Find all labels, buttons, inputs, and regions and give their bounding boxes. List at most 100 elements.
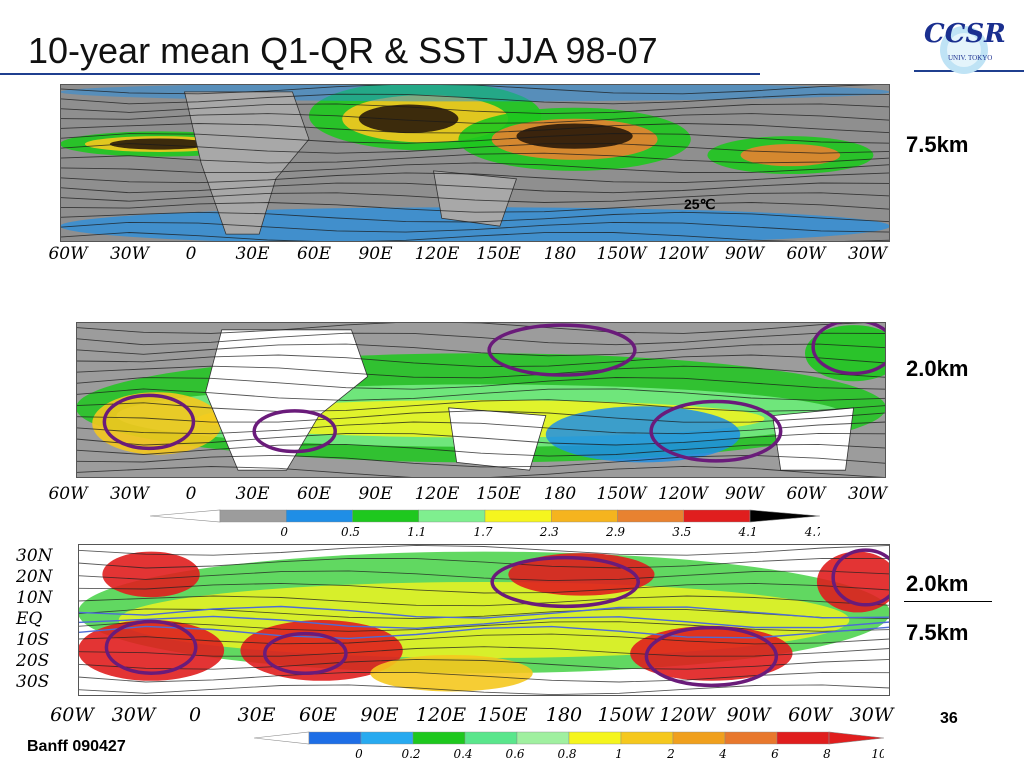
xtick-label: 150W [596,484,647,504]
contour-line [60,123,890,134]
xtick-label: 30E [237,704,276,726]
colorbar-segment [776,731,830,745]
colorbar-segment [360,731,414,745]
xaxis-bottom: 60W 30W 0 30E 60E 90E 120E 150E 180 150W 120W 90W 60… [50,704,916,730]
xtick-label: 120E [414,244,460,264]
sst-contour [78,625,890,640]
map-frame [76,322,886,478]
logo-subtext: UNIV. TOKYO [948,54,992,62]
contour-line [60,162,890,173]
colorbar-tick-label: 1.1 [407,525,426,539]
xtick-label: 30W [111,704,156,726]
xtick-label: 90W [724,484,765,504]
colorbar-tick-label: 10 [871,747,884,761]
colorbar-arrow-right [749,509,821,523]
xtick-label: 90E [360,704,399,726]
map-panel-middle [76,322,886,478]
contour-line [78,595,890,607]
xtick-label: 150E [476,244,521,264]
xtick-label: 60E [296,244,332,264]
contour-line [60,221,890,233]
field-patch [370,654,533,692]
contour-line [78,671,890,683]
xtick-label: 60E [298,704,338,726]
colorbar-segment [412,731,466,745]
colorbar-middle: 0 0.5 1.1 1.7 2.3 2.9 3.5 4.1 4.7 [149,506,824,547]
colorbar-segment [617,509,684,523]
contour-line [76,421,886,435]
colorbar-tick-label: 0.6 [505,747,524,761]
contour-line [78,684,890,696]
contour-line [60,133,890,144]
contour-line [60,84,890,95]
colorbar-tick-label: 4 [718,747,727,761]
xaxis-top: 60W 30W 0 30E 60E 90E 120E 150E 180 150W 120W 90W 60… [48,244,910,266]
xtick-label: 30W [847,484,888,504]
contour-line [60,143,890,154]
xtick-label: 90W [724,244,765,264]
contour-line [76,410,886,423]
xtick-label: 60E [296,484,332,504]
page-title: 10-year mean Q1-QR & SST JJA 98-07 [28,30,658,71]
level-label-bottom-lower: 7.5km [906,620,969,645]
colorbar-segment [724,731,778,745]
xtick-label: 180 [543,244,577,264]
xtick-label: 90E [358,484,393,504]
ytick-label: 10N [16,588,53,608]
highlight-ellipse [811,322,886,376]
yaxis-bottom: 30N 20N 10N EQ 10S 20S 30S [16,546,76,696]
contour-line [76,343,886,357]
xtick-label: 120E [415,704,467,726]
colorbar-tick-label: 2.9 [605,525,625,539]
contour-line [60,93,890,105]
xtick-label: 0 [185,244,197,264]
xtick-label: 30W [847,244,888,264]
field-patch [102,551,200,598]
contour-line [60,211,890,223]
highlight-ellipse [644,625,779,688]
ytick-label: 20N [16,567,53,587]
colorbar-tick-label: 0.4 [453,747,472,761]
contour-line [76,399,886,412]
ytick-label: EQ [16,609,43,629]
xtick-label: 120E [414,484,460,504]
ytick-label: 30S [16,672,50,692]
colorbar-segment [464,731,518,745]
colorbar-arrow-right [828,731,885,745]
highlight-ellipse [487,323,637,377]
highlight-ellipse [649,399,783,463]
contour-line [76,388,886,401]
contour-line [78,570,890,582]
field-patch [92,392,222,455]
ytick-label: 30N [16,546,53,566]
colorbar-tick-label: 0.8 [557,747,576,761]
ytick-label: 20S [16,651,50,671]
contour-line [60,182,890,194]
level-label-middle: 2.0km [906,356,969,381]
footer-text: Banff 090427 [27,738,126,755]
level-label-bottom-upper: 2.0km [906,571,969,596]
colorbar-segment [683,509,751,523]
contour-line [78,544,890,556]
colorbar-segment [219,509,287,523]
map-panel-bottom [78,544,890,696]
contour-line [78,621,890,632]
colorbar-tick-label: 0.2 [401,747,420,761]
colorbar-segment [484,509,552,523]
highlight-ellipse [831,548,890,607]
colorbar-tick-label: 3.5 [672,525,691,539]
ytick-label: 10S [16,630,50,650]
field-patch [109,138,210,150]
contour-line [76,377,886,390]
contour-line [78,633,890,645]
colorbar-tick-label: 4.1 [737,525,757,539]
contour-line [78,658,890,670]
field-patch [358,104,459,133]
xtick-label: 60W [786,484,826,504]
xtick-label: 120W [658,484,708,504]
colorbar-segment [551,509,618,523]
xtick-label: 0 [188,704,202,726]
contour-line [76,443,886,457]
colorbar-segment [516,731,570,745]
ratio-divider [904,601,992,602]
